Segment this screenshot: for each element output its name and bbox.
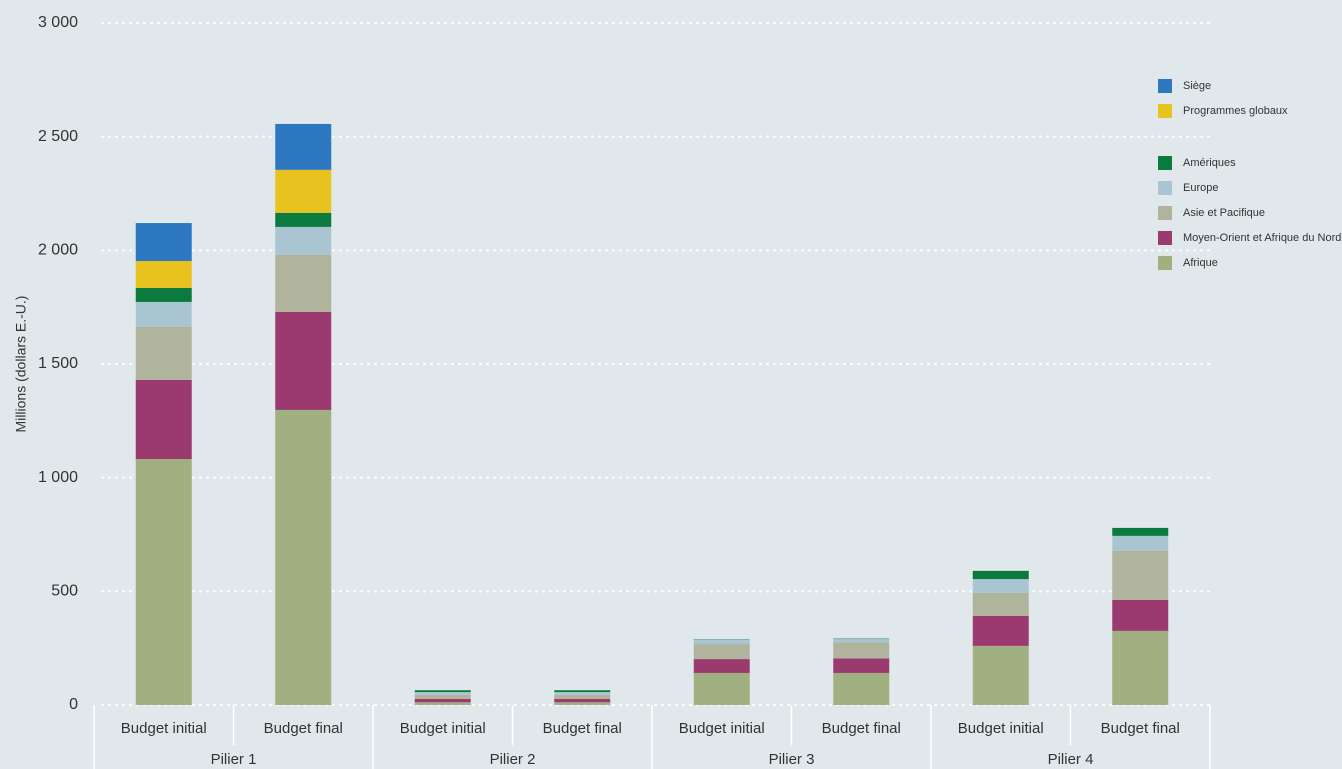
bar-segment [693, 672, 750, 705]
y-tick-label: 3 000 [38, 14, 78, 31]
bar-segment [693, 644, 750, 660]
bar-segment [554, 694, 611, 699]
bar-segment [275, 409, 332, 705]
group-label: Pilier 2 [490, 751, 536, 768]
bar-segment [275, 226, 332, 255]
legend-swatch [1158, 79, 1172, 93]
bar-segment [693, 659, 750, 673]
bar-segment [275, 254, 332, 312]
bar-segment [414, 692, 471, 695]
bar-segment [972, 579, 1029, 593]
bar-segment [135, 379, 192, 460]
bar-segment [693, 639, 750, 645]
bar-segment [1112, 630, 1169, 705]
legend-label: Amériques [1183, 157, 1236, 169]
group-label: Pilier 1 [211, 751, 257, 768]
legend-swatch [1158, 256, 1172, 270]
bar-segment [554, 702, 611, 705]
bar-segment [414, 698, 471, 703]
bar-segment [275, 212, 332, 227]
legend-label: Moyen-Orient et Afrique du Nord [1183, 232, 1341, 244]
bar-segment [833, 672, 890, 705]
legend-swatch [1158, 104, 1172, 118]
group-label: Pilier 3 [769, 751, 815, 768]
bar-segment [275, 123, 332, 170]
bar-segment [414, 702, 471, 705]
bar-segment [135, 223, 192, 262]
bar-segment [1112, 535, 1169, 551]
bar-segment [135, 459, 192, 705]
y-tick-label: 1 000 [38, 469, 78, 486]
bar-segment [972, 592, 1029, 616]
x-tick-label: Budget final [543, 720, 622, 737]
y-tick-label: 2 500 [38, 128, 78, 145]
bar-segment [414, 694, 471, 699]
bar-segment [833, 658, 890, 673]
y-tick-label: 500 [51, 583, 78, 600]
bar-segment [972, 645, 1029, 705]
bar-segment [833, 639, 890, 643]
legend-label: Afrique [1183, 257, 1218, 269]
bar-segment [275, 311, 332, 410]
bar-segment [554, 698, 611, 703]
bar-segment [135, 301, 192, 327]
legend-swatch [1158, 206, 1172, 220]
legend-label: Siège [1183, 80, 1211, 92]
legend-label: Europe [1183, 182, 1218, 194]
bar-segment [833, 642, 890, 659]
legend-swatch [1158, 181, 1172, 195]
x-tick-label: Budget initial [400, 720, 486, 737]
bar-segment [135, 261, 192, 288]
bar-segment [1112, 550, 1169, 600]
bar-segment [972, 615, 1029, 646]
bar-segment [972, 570, 1029, 580]
x-tick-label: Budget final [1101, 720, 1180, 737]
y-tick-label: 1 500 [38, 355, 78, 372]
bar-segment [1112, 527, 1169, 536]
bar-segment [135, 326, 192, 380]
bar-segment [1112, 599, 1169, 631]
legend-label: Asie et Pacifique [1183, 207, 1265, 219]
x-tick-label: Budget initial [121, 720, 207, 737]
x-tick-label: Budget final [264, 720, 343, 737]
x-tick-label: Budget final [822, 720, 901, 737]
bar-segment [414, 690, 471, 693]
y-axis-label: Millions (dollars E.-U.) [13, 296, 29, 433]
x-tick-label: Budget initial [679, 720, 765, 737]
y-tick-label: 0 [69, 696, 78, 713]
group-label: Pilier 4 [1048, 751, 1094, 768]
y-tick-label: 2 000 [38, 242, 78, 259]
legend-swatch [1158, 156, 1172, 170]
legend-swatch [1158, 231, 1172, 245]
x-tick-label: Budget initial [958, 720, 1044, 737]
bar-segment [554, 692, 611, 695]
bar-segment [135, 287, 192, 302]
bar-segment [275, 169, 332, 213]
legend-label: Programmes globaux [1183, 105, 1288, 117]
bar-segment [554, 690, 611, 693]
